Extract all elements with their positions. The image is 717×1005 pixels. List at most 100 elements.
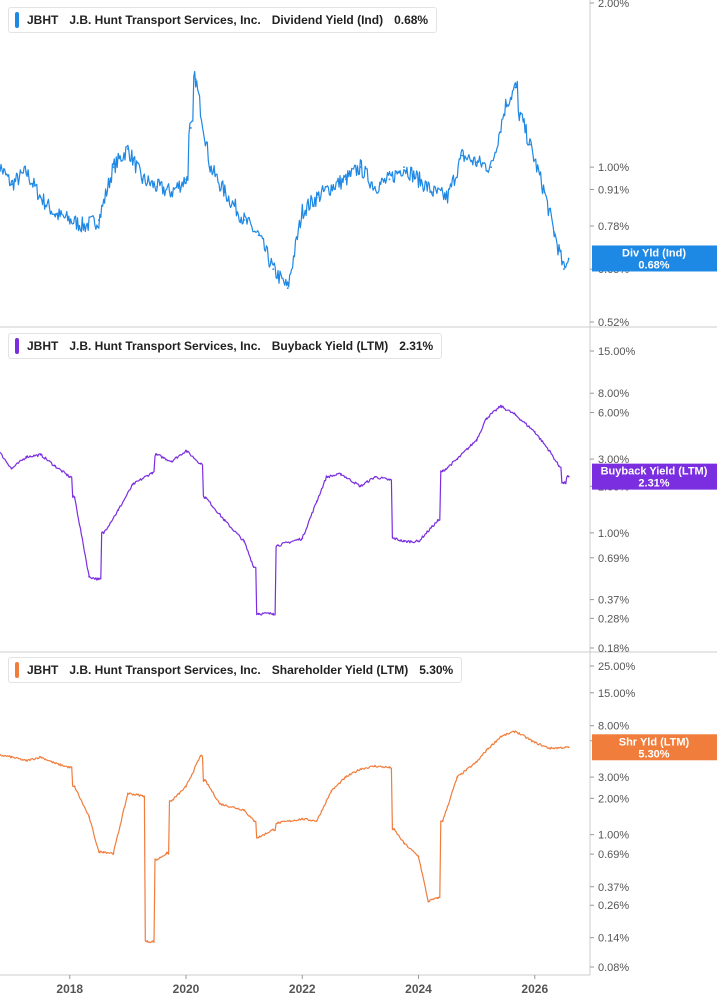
- data-point-buyback: [223, 519, 226, 522]
- y-tick-label: 1.00%: [598, 162, 629, 174]
- data-point-dividend: [567, 257, 570, 260]
- y-tick-label: 1.00%: [598, 528, 629, 540]
- data-point-dividend: [446, 196, 449, 199]
- data-point-dividend: [403, 166, 405, 169]
- data-point-buyback: [252, 566, 255, 569]
- data-point-dividend: [529, 143, 531, 146]
- x-tick-label: 2024: [405, 982, 432, 996]
- data-point-shareholder: [533, 741, 536, 744]
- data-point-dividend: [170, 191, 173, 193]
- legend-shareholder[interactable]: JBHT J.B. Hunt Transport Services, Inc. …: [8, 657, 463, 683]
- y-tick-label: 0.69%: [598, 849, 629, 861]
- data-point-dividend: [83, 225, 86, 227]
- data-point-buyback: [562, 482, 565, 484]
- y-tick-label: 6.00%: [598, 408, 629, 420]
- y-tick-label: 0.37%: [598, 882, 629, 894]
- y-tick-label: 2.00%: [598, 0, 629, 10]
- badge-value: 5.30%: [638, 748, 669, 760]
- data-point-shareholder: [54, 762, 57, 765]
- data-point-buyback: [156, 453, 158, 456]
- data-point-shareholder: [112, 852, 115, 855]
- y-tick-label: 0.91%: [598, 184, 629, 196]
- data-point-dividend: [286, 287, 289, 290]
- y-tick-label: 1.00%: [598, 830, 629, 842]
- data-point-shareholder: [301, 818, 304, 820]
- data-point-buyback: [39, 453, 42, 456]
- data-point-dividend: [553, 231, 556, 234]
- x-tick-label: 2018: [56, 982, 83, 996]
- data-point-shareholder: [126, 792, 129, 795]
- data-point-shareholder: [514, 730, 517, 733]
- data-point-shareholder: [485, 749, 488, 752]
- data-point-dividend: [519, 113, 522, 116]
- data-point-shareholder: [219, 802, 221, 805]
- data-point-buyback: [272, 612, 275, 615]
- y-tick-label: 0.78%: [598, 221, 629, 233]
- data-point-buyback: [441, 470, 444, 473]
- data-point-dividend: [301, 210, 304, 213]
- data-point-shareholder: [68, 766, 71, 769]
- series-line-buyback[interactable]: [0, 404, 570, 616]
- data-point-dividend: [68, 219, 71, 221]
- data-point-dividend: [359, 166, 362, 169]
- data-point-shareholder: [156, 858, 158, 861]
- data-point-buyback: [456, 458, 459, 460]
- data-point-shareholder: [146, 940, 149, 943]
- data-point-buyback: [88, 575, 91, 578]
- data-point-shareholder: [102, 850, 105, 853]
- series-line-shareholder[interactable]: [0, 730, 569, 944]
- x-tick-label: 2022: [289, 982, 316, 996]
- data-point-dividend: [344, 178, 347, 181]
- data-point-shareholder: [403, 842, 405, 845]
- data-point-buyback: [533, 430, 536, 433]
- legend-buyback[interactable]: JBHT J.B. Hunt Transport Services, Inc. …: [8, 333, 443, 359]
- data-point-shareholder: [277, 822, 279, 824]
- x-tick-label: 2020: [173, 982, 200, 996]
- badge-label: Shr Yld (LTM): [619, 736, 690, 748]
- y-tick-label: 25.00%: [598, 661, 636, 673]
- swatch-shareholder: [15, 662, 19, 678]
- data-point-dividend: [126, 148, 129, 150]
- data-point-buyback: [315, 500, 318, 503]
- data-point-dividend: [514, 86, 517, 89]
- legend-ticker: JBHT: [27, 663, 59, 677]
- data-point-buyback: [475, 438, 478, 441]
- data-point-buyback: [499, 405, 502, 408]
- data-point-shareholder: [151, 940, 154, 943]
- data-point-dividend: [223, 191, 226, 193]
- data-point-dividend: [209, 166, 212, 169]
- data-point-dividend: [272, 268, 275, 271]
- data-point-buyback: [257, 612, 260, 615]
- data-point-shareholder: [436, 896, 439, 899]
- data-point-buyback: [25, 455, 28, 458]
- data-point-shareholder: [393, 828, 396, 831]
- value-badge-buyback: Buyback Yield (LTM)2.31%: [592, 463, 717, 490]
- data-point-buyback: [567, 475, 570, 478]
- data-point-buyback: [485, 417, 488, 420]
- data-point-dividend: [417, 178, 420, 181]
- data-point-shareholder: [25, 759, 28, 762]
- y-tick-label: 0.37%: [598, 595, 629, 607]
- data-point-shareholder: [252, 820, 255, 822]
- data-point-buyback: [54, 465, 57, 468]
- badge-label: Buyback Yield (LTM): [601, 466, 708, 478]
- data-point-shareholder: [427, 900, 430, 903]
- data-point-buyback: [73, 496, 76, 499]
- data-point-dividend: [504, 104, 507, 106]
- data-point-shareholder: [243, 809, 246, 811]
- legend-dividend[interactable]: JBHT J.B. Hunt Transport Services, Inc. …: [8, 7, 438, 33]
- data-point-buyback: [558, 465, 560, 468]
- data-point-dividend: [490, 166, 493, 169]
- data-point-dividend: [243, 219, 246, 221]
- y-tick-label: 8.00%: [598, 721, 629, 733]
- series-line-dividend[interactable]: [0, 70, 570, 288]
- data-point-dividend: [330, 185, 333, 188]
- data-point-buyback: [170, 460, 173, 463]
- data-point-dividend: [374, 185, 376, 188]
- data-point-dividend: [432, 191, 434, 193]
- y-tick-label: 3.00%: [598, 454, 629, 466]
- data-point-buyback: [199, 462, 202, 465]
- y-tick-label: 0.52%: [598, 317, 629, 329]
- data-point-shareholder: [97, 850, 100, 853]
